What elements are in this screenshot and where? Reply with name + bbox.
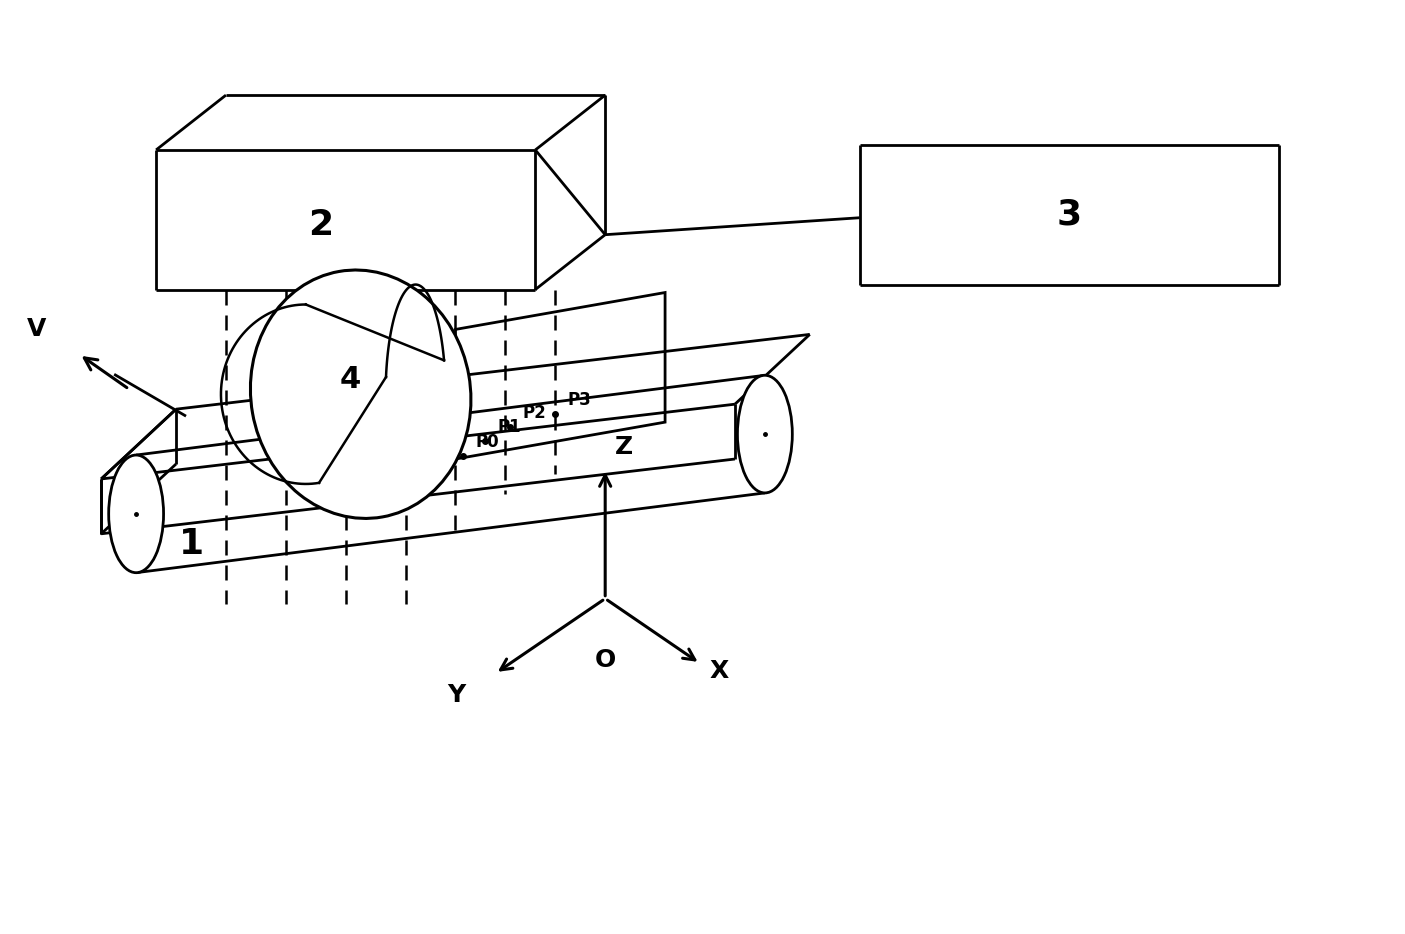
Text: P3: P3 (568, 391, 592, 409)
Ellipse shape (250, 270, 471, 518)
Text: X: X (710, 659, 729, 684)
Text: P0: P0 (475, 433, 499, 451)
Text: P2: P2 (523, 404, 547, 422)
Ellipse shape (738, 375, 792, 493)
Text: 4: 4 (340, 365, 361, 394)
Text: 1: 1 (178, 527, 204, 560)
Text: Y: Y (447, 684, 465, 707)
Text: 3: 3 (1057, 198, 1082, 232)
Text: V: V (27, 318, 46, 342)
Ellipse shape (108, 455, 163, 573)
Text: Z: Z (615, 435, 634, 459)
Text: O: O (594, 648, 615, 672)
Text: 2: 2 (308, 207, 333, 242)
Text: P1: P1 (497, 418, 521, 436)
